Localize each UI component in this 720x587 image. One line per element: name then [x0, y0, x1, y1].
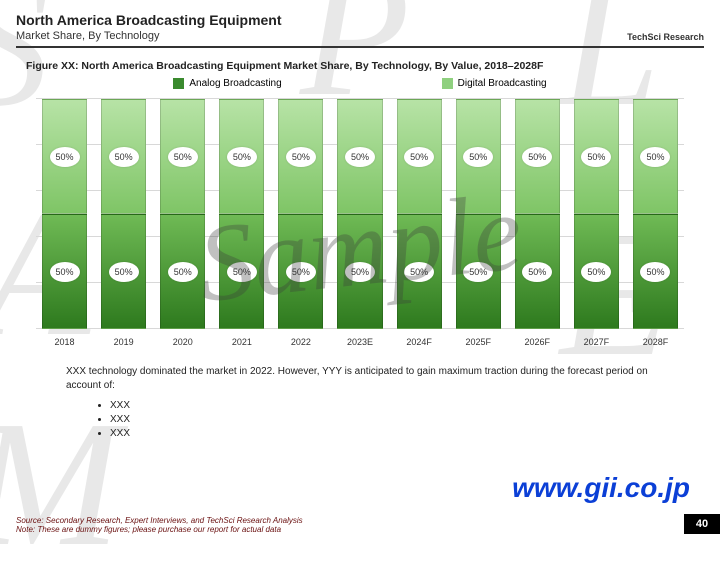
- bar-value-label: 50%: [345, 147, 375, 167]
- x-axis-label: 2020: [160, 337, 205, 347]
- x-axis-label: 2022: [278, 337, 323, 347]
- stacked-bar-chart: 50%50%50%50%50%50%50%50%50%50%50%50%50%5…: [36, 99, 684, 329]
- bar-segment: 50%: [397, 99, 442, 214]
- brand-logo: TechSci Research: [627, 32, 704, 42]
- bar-segment: 50%: [456, 99, 501, 214]
- bar-value-label: 50%: [286, 147, 316, 167]
- commentary-block: XXX technology dominated the market in 2…: [66, 365, 664, 441]
- bar-value-label: 50%: [581, 262, 611, 282]
- bar-segment: 50%: [397, 214, 442, 329]
- bullet-item: XXX: [110, 399, 664, 413]
- legend-swatch: [442, 78, 453, 89]
- bar-segment: 50%: [337, 99, 382, 214]
- footer-note: Note: These are dummy figures; please pu…: [16, 525, 720, 534]
- bar-segment: 50%: [337, 214, 382, 329]
- bar-segment: 50%: [515, 99, 560, 214]
- bar-segment: 50%: [633, 214, 678, 329]
- x-axis-label: 2019: [101, 337, 146, 347]
- figure-caption: Figure XX: North America Broadcasting Eq…: [26, 60, 704, 72]
- bar-segment: 50%: [278, 214, 323, 329]
- bar-value-label: 50%: [50, 262, 80, 282]
- page: North America Broadcasting Equipment Mar…: [0, 0, 720, 540]
- bar-segment: 50%: [633, 99, 678, 214]
- bar-value-label: 50%: [286, 262, 316, 282]
- chart-legend: Analog Broadcasting Digital Broadcasting: [16, 78, 704, 89]
- bar: 50% 50%: [574, 99, 619, 329]
- bar-value-label: 50%: [227, 147, 257, 167]
- bar-value-label: 50%: [640, 262, 670, 282]
- legend-swatch: [173, 78, 184, 89]
- bar: 50% 50%: [337, 99, 382, 329]
- bar: 50% 50%: [42, 99, 87, 329]
- bar: 50% 50%: [397, 99, 442, 329]
- bar-segment: 50%: [574, 99, 619, 214]
- bar-value-label: 50%: [640, 147, 670, 167]
- bar-value-label: 50%: [345, 262, 375, 282]
- bar: 50% 50%: [633, 99, 678, 329]
- bar-value-label: 50%: [404, 262, 434, 282]
- bar: 50% 50%: [515, 99, 560, 329]
- bar-segment: 50%: [42, 99, 87, 214]
- bar-segment: 50%: [101, 214, 146, 329]
- bar-value-label: 50%: [109, 262, 139, 282]
- bar-segment: 50%: [101, 99, 146, 214]
- bar-segment: 50%: [160, 99, 205, 214]
- bar-segment: 50%: [574, 214, 619, 329]
- bar: 50% 50%: [160, 99, 205, 329]
- bar-segment: 50%: [160, 214, 205, 329]
- commentary-text: XXX technology dominated the market in 2…: [66, 365, 664, 393]
- x-axis-label: 2024F: [397, 337, 442, 347]
- legend-label: Analog Broadcasting: [189, 78, 281, 89]
- bar-value-label: 50%: [522, 147, 552, 167]
- bar-value-label: 50%: [168, 262, 198, 282]
- page-number: 40: [684, 514, 720, 534]
- bar-segment: 50%: [42, 214, 87, 329]
- bar-value-label: 50%: [168, 147, 198, 167]
- legend-label: Digital Broadcasting: [458, 78, 547, 89]
- x-axis-label: 2027F: [574, 337, 619, 347]
- bar: 50% 50%: [219, 99, 264, 329]
- bar-value-label: 50%: [50, 147, 80, 167]
- footer-source: Source: Secondary Research, Expert Inter…: [16, 516, 720, 525]
- bar-segment: 50%: [278, 99, 323, 214]
- bar: 50% 50%: [456, 99, 501, 329]
- bar-segment: 50%: [456, 214, 501, 329]
- bar-value-label: 50%: [404, 147, 434, 167]
- x-axis-label: 2025F: [456, 337, 501, 347]
- bar-segment: 50%: [515, 214, 560, 329]
- url-watermark: www.gii.co.jp: [512, 472, 690, 504]
- commentary-bullets: XXXXXXXXX: [96, 399, 664, 441]
- bar: 50% 50%: [101, 99, 146, 329]
- legend-item: Analog Broadcasting: [173, 78, 281, 89]
- x-axis-label: 2028F: [633, 337, 678, 347]
- bar-value-label: 50%: [227, 262, 257, 282]
- bullet-item: XXX: [110, 427, 664, 441]
- footer: Source: Secondary Research, Expert Inter…: [16, 516, 720, 534]
- bar-segment: 50%: [219, 99, 264, 214]
- header: North America Broadcasting Equipment Mar…: [16, 12, 704, 48]
- page-subtitle: Market Share, By Technology: [16, 30, 282, 42]
- bar-value-label: 50%: [109, 147, 139, 167]
- bar: 50% 50%: [278, 99, 323, 329]
- x-axis-label: 2026F: [515, 337, 560, 347]
- x-axis-label: 2021: [219, 337, 264, 347]
- page-title: North America Broadcasting Equipment: [16, 12, 282, 28]
- x-axis-label: 2023E: [337, 337, 382, 347]
- bar-value-label: 50%: [522, 262, 552, 282]
- bar-value-label: 50%: [463, 262, 493, 282]
- bar-segment: 50%: [219, 214, 264, 329]
- x-axis-label: 2018: [42, 337, 87, 347]
- bar-value-label: 50%: [581, 147, 611, 167]
- legend-item: Digital Broadcasting: [442, 78, 547, 89]
- bar-value-label: 50%: [463, 147, 493, 167]
- chart-x-axis: 2018 2019 2020 2021 2022 2023E 2024F 2025F 2026F…: [36, 337, 684, 347]
- bullet-item: XXX: [110, 413, 664, 427]
